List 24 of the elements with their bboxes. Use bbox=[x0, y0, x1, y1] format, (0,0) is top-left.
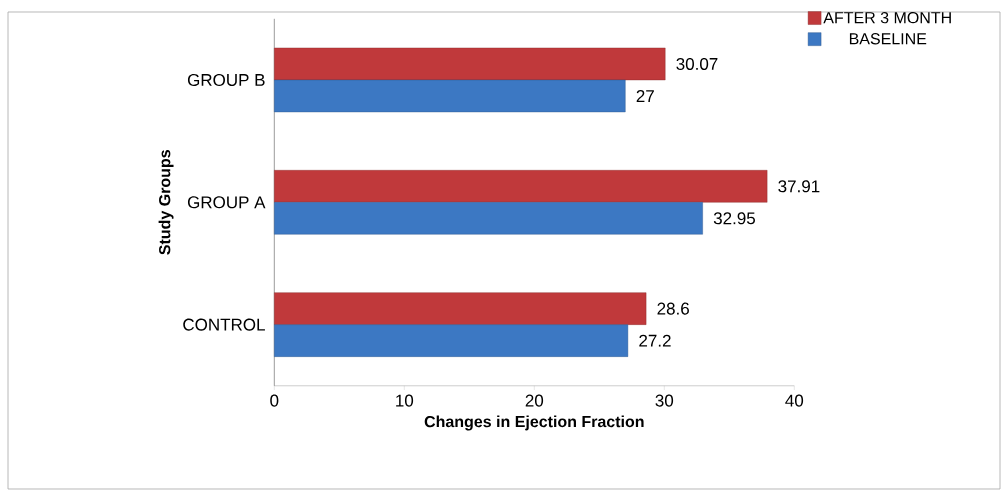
data-label: 37.91 bbox=[778, 180, 820, 193]
bar bbox=[274, 79, 626, 113]
legend-label: BASELINE bbox=[849, 33, 927, 45]
y-tick-label: GROUP A bbox=[187, 196, 266, 209]
x-tick-label: 0 bbox=[270, 394, 279, 407]
x-tick-label: 30 bbox=[655, 394, 674, 407]
legend-label: AFTER 3 MONTH bbox=[823, 11, 951, 24]
data-label: 30.07 bbox=[676, 57, 718, 70]
data-label: 28.6 bbox=[657, 302, 689, 315]
bar bbox=[274, 202, 703, 235]
x-axis-title: Changes in Ejection Fraction bbox=[424, 415, 644, 431]
bar bbox=[274, 292, 647, 325]
data-label: 32.95 bbox=[713, 212, 755, 225]
bar bbox=[274, 324, 629, 357]
y-tick-label: CONTROL bbox=[183, 318, 265, 331]
x-tick-label: 10 bbox=[396, 394, 414, 407]
y-axis-title: Study Groups bbox=[158, 150, 174, 255]
bar bbox=[274, 170, 768, 203]
bar bbox=[274, 47, 666, 81]
data-label: 27 bbox=[636, 90, 654, 102]
data-label: 27.2 bbox=[639, 334, 671, 347]
y-tick-label: GROUP B bbox=[187, 73, 265, 86]
x-tick-label: 20 bbox=[525, 394, 544, 407]
x-tick-label: 40 bbox=[785, 394, 804, 407]
